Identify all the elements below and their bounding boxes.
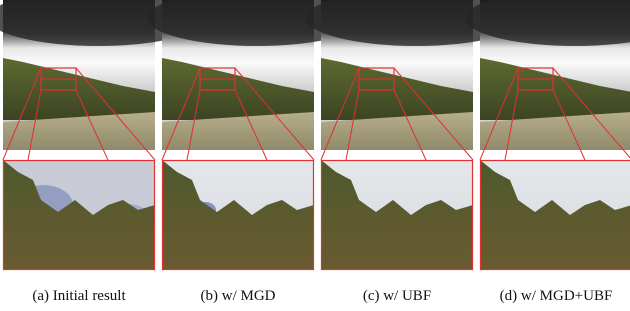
figure: (a) Initial result (b) w/ MGD (c) w/ UBF (d…: [0, 0, 630, 311]
caption: (c) w/ UBF: [363, 288, 431, 304]
caption: (b) w/ MGD: [201, 288, 276, 304]
panel: [465, 0, 630, 270]
caption: (a) Initial result: [32, 288, 126, 304]
caption: (d) w/ MGD+UBF: [500, 288, 613, 304]
